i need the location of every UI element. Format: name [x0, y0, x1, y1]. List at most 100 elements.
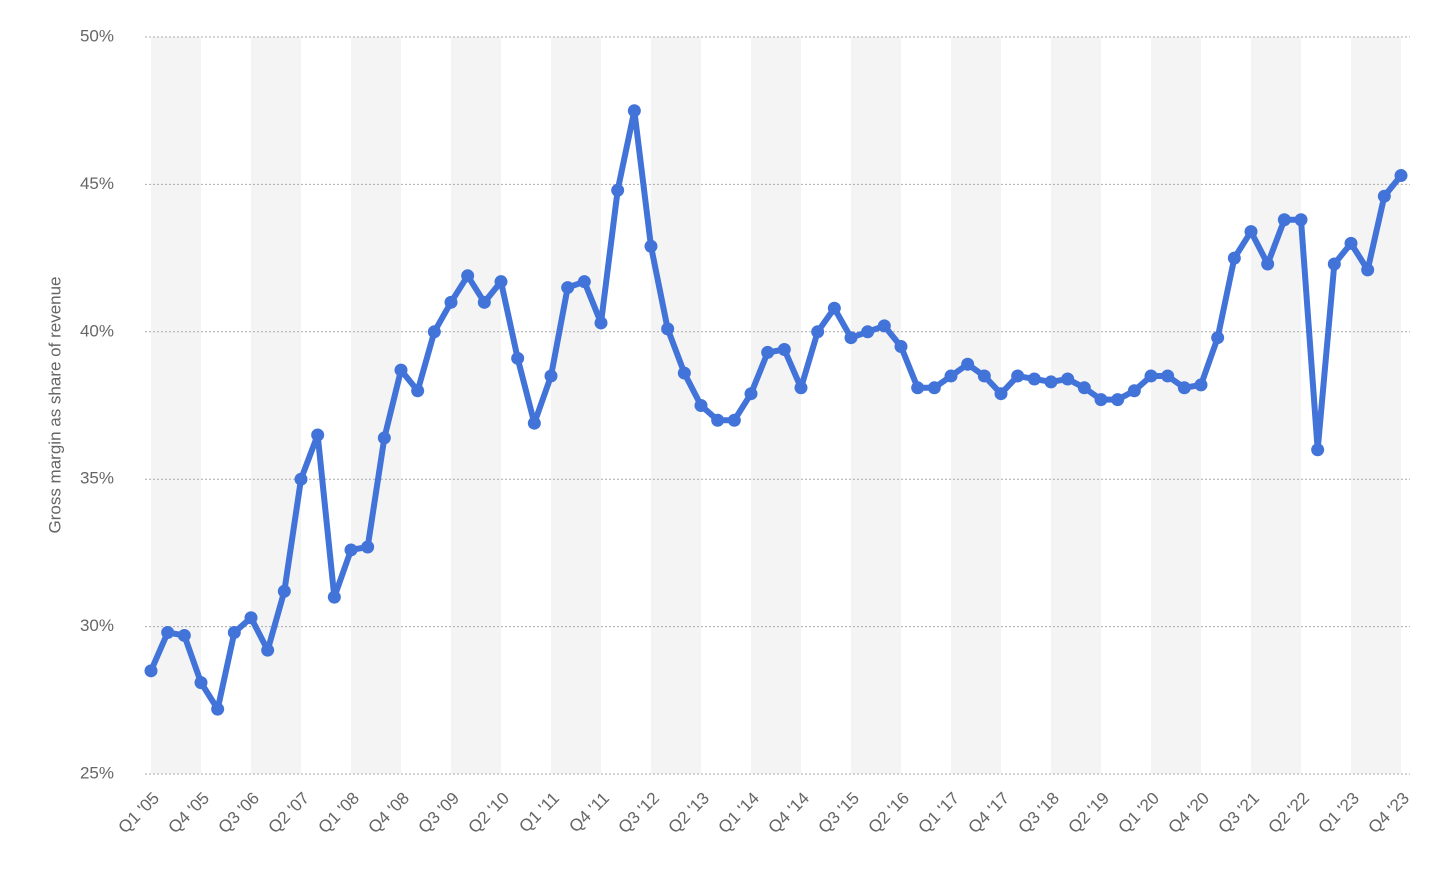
point	[177, 628, 191, 642]
y-tick-label: 45%	[80, 174, 114, 193]
point	[1244, 225, 1258, 239]
point	[361, 540, 375, 554]
point	[994, 387, 1008, 401]
point	[1227, 251, 1241, 265]
point	[311, 428, 325, 442]
x-tick-label: Q2 '13	[665, 789, 713, 837]
point	[644, 239, 658, 253]
point	[1061, 372, 1075, 386]
point	[811, 325, 825, 339]
point	[727, 413, 741, 427]
point	[844, 331, 858, 345]
band	[1151, 37, 1201, 774]
point	[477, 295, 491, 309]
line	[148, 107, 1404, 713]
point	[144, 664, 158, 678]
x-tick-label: Q4 '08	[365, 789, 413, 837]
x-tick-label: Q4 '20	[1165, 789, 1213, 837]
point	[244, 611, 258, 625]
point	[1044, 375, 1058, 389]
x-tick-label: Q3 '06	[215, 789, 263, 837]
x-tick-label: Q2 '10	[465, 789, 513, 837]
y-tick-label: 40%	[80, 321, 114, 340]
point	[744, 387, 758, 401]
y-tick-label: 50%	[80, 26, 114, 45]
x-tick-label: Q3 '15	[815, 789, 863, 837]
point	[1011, 369, 1025, 383]
point	[394, 363, 408, 377]
band	[751, 37, 801, 774]
x-tick-label: Q1 '11	[515, 789, 563, 837]
point	[1361, 263, 1375, 277]
x-tick-label: Q1 '14	[715, 789, 763, 837]
point	[1111, 393, 1125, 407]
point	[1077, 381, 1091, 395]
x-tick-label: Q1 '23	[1315, 789, 1363, 837]
point	[927, 381, 941, 395]
point	[694, 399, 708, 412]
band	[951, 37, 1001, 774]
point	[794, 381, 808, 395]
point	[894, 340, 908, 354]
x-tick-label: Q3 '12	[615, 789, 663, 837]
point	[444, 295, 458, 309]
point	[1211, 331, 1225, 345]
band	[251, 37, 301, 774]
x-tick-label: Q1 '20	[1115, 789, 1163, 837]
x-tick-label: Q4 '11	[565, 789, 613, 837]
point	[1177, 381, 1191, 395]
point	[494, 275, 508, 289]
point	[661, 322, 675, 336]
x-tick-label: Q1 '17	[915, 789, 963, 837]
background-bands	[151, 37, 1401, 774]
band	[451, 37, 501, 774]
point	[1094, 393, 1108, 407]
band	[1051, 37, 1101, 774]
point	[711, 413, 725, 427]
y-axis-label: Gross margin as share of revenue	[45, 276, 64, 533]
point	[561, 281, 575, 295]
point	[1194, 378, 1208, 392]
point	[1311, 443, 1325, 457]
point	[194, 676, 208, 690]
point	[377, 431, 391, 445]
x-tick-label: Q1 '05	[115, 789, 163, 837]
point	[877, 319, 891, 333]
point	[1344, 236, 1358, 250]
point	[544, 369, 558, 383]
point	[1327, 257, 1341, 271]
point	[594, 316, 608, 330]
point	[911, 381, 925, 395]
point	[761, 345, 775, 359]
point	[1161, 369, 1175, 383]
point	[261, 643, 275, 657]
y-tick-label: 30%	[80, 616, 114, 635]
point	[977, 369, 991, 383]
point	[327, 590, 341, 604]
x-tick-label: Q2 '22	[1265, 789, 1313, 837]
point	[344, 543, 358, 557]
band	[551, 37, 601, 774]
point	[1261, 257, 1275, 271]
x-tick-label: Q1 '08	[315, 789, 363, 837]
point	[1277, 213, 1291, 227]
x-tick-label: Q2 '19	[1065, 789, 1113, 837]
point	[511, 351, 525, 365]
x-tick-label: Q3 '18	[1015, 789, 1063, 837]
x-tick-label: Q4 '14	[765, 789, 813, 837]
point	[611, 183, 625, 197]
x-tick-label: Q4 '17	[965, 789, 1013, 837]
point	[211, 702, 225, 716]
y-tick-label: 35%	[80, 469, 114, 488]
point	[461, 269, 475, 283]
x-tick-label: Q3 '21	[1215, 789, 1263, 837]
point	[1394, 169, 1408, 183]
band	[1351, 37, 1401, 774]
point	[677, 366, 691, 380]
point	[427, 325, 441, 339]
point	[1027, 372, 1041, 386]
band	[651, 37, 701, 774]
x-tick-label: Q4 '05	[165, 789, 213, 837]
point	[411, 384, 425, 398]
